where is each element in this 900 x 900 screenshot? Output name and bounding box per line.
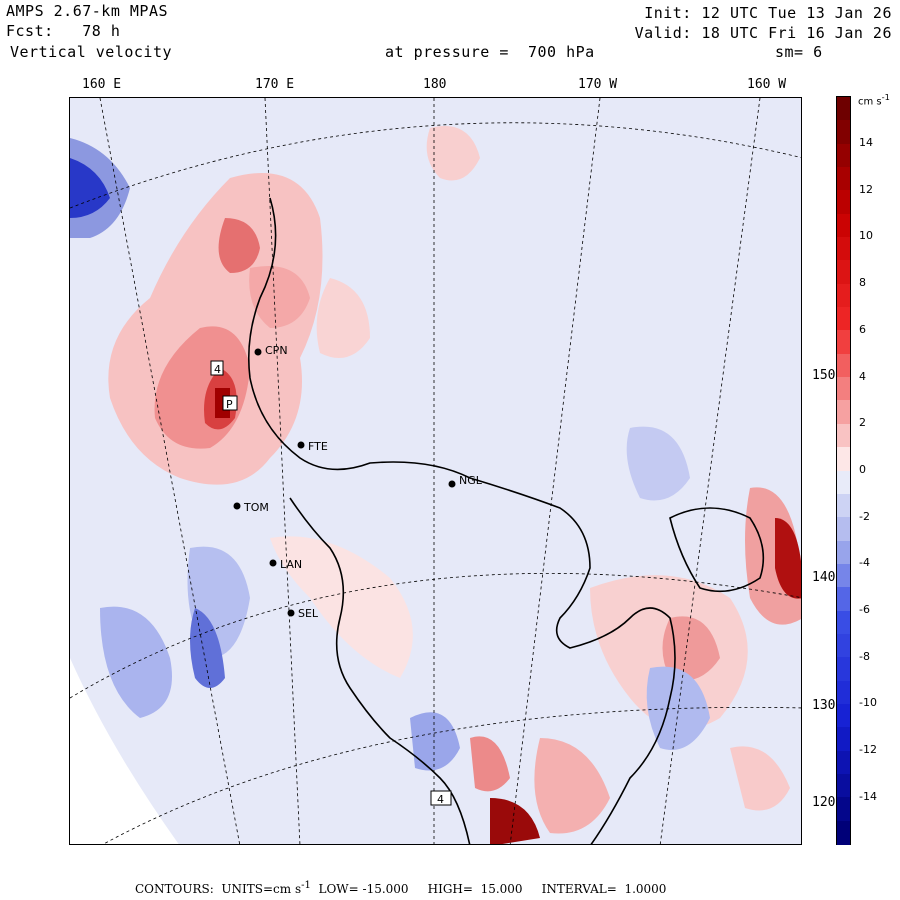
box-marker-1-label: 4: [214, 363, 221, 376]
graticule: [70, 98, 801, 844]
map-canvas: CPN FTE NGL TOM LAN SEL 4 P: [70, 98, 801, 844]
box-marker-3: 4: [430, 790, 452, 806]
contour-high: HIGH= 15.000: [427, 882, 523, 896]
contour-interval: INTERVAL= 1.0000: [541, 882, 667, 896]
colorbar-tick-label: 4: [859, 369, 866, 383]
station-ngl: NGL: [448, 474, 483, 488]
contour-unit-exp: -1: [301, 880, 311, 891]
colorbar-segment: [837, 190, 850, 215]
colorbar-segment: [837, 587, 850, 612]
colorbar-tick-label: 14: [859, 136, 873, 149]
station-tom-label: TOM: [243, 501, 269, 514]
colorbar-unit: cm s-1: [858, 92, 890, 108]
colorbar-tick-label: 2: [859, 416, 866, 430]
colorbar-segment: [837, 820, 850, 845]
colorbar-segment: [837, 143, 850, 168]
lon-label-160e: 160 E: [82, 77, 122, 92]
station-fte-label: FTE: [308, 440, 328, 453]
station-sel-label: SEL: [298, 607, 319, 620]
colorbar-tick-label: 8: [859, 276, 866, 290]
lon-label-180: 180: [423, 77, 447, 92]
colorbar-segment: [837, 773, 850, 798]
colorbar-segment: [837, 97, 850, 121]
pressure-level: at pressure = 700 hPa: [385, 43, 595, 61]
colorbar-tick-label: -4: [859, 556, 870, 570]
colorbar-tick-label: 0: [859, 462, 866, 476]
colorbar-segment: [837, 633, 850, 658]
station-lan: LAN: [269, 558, 302, 571]
colorbar-segment: [837, 470, 850, 495]
forecast-hour: Fcst: 78 h: [6, 22, 121, 40]
colorbar-segment: [837, 517, 850, 542]
colorbar-segment: [837, 563, 850, 588]
colorbar-segment: [837, 400, 850, 425]
colorbar: [836, 96, 851, 845]
colorbar-segment: [837, 750, 850, 775]
box-marker-2: P: [222, 395, 238, 411]
colorbar-segment: [837, 727, 850, 752]
colorbar-segment: [837, 680, 850, 705]
colorbar-tick-label: -14: [859, 789, 877, 803]
station-cpn: CPN: [254, 344, 288, 357]
box-marker-3-label: 4: [437, 793, 444, 806]
colorbar-segment: [837, 377, 850, 402]
colorbar-tick-label: -10: [859, 696, 877, 710]
colorbar-segment: [837, 703, 850, 728]
colorbar-segment: [837, 657, 850, 682]
lon-label-160w: 160 W: [747, 77, 787, 92]
colorbar-tick-label: -2: [859, 509, 870, 523]
init-time: Init: 12 UTC Tue 13 Jan 26: [644, 4, 892, 22]
contour-low: LOW= -15.000: [318, 882, 409, 896]
contour-info: CONTOURS: UNITS=cm s-1 LOW= -15.000 HIGH…: [135, 880, 666, 896]
smoothing-value: sm= 6: [775, 43, 823, 61]
no-data-region: [70, 658, 179, 844]
colorbar-tick-label: 6: [859, 322, 866, 336]
colorbar-segment: [837, 610, 850, 635]
colorbar-segment: [837, 120, 850, 145]
colorbar-segment: [837, 237, 850, 261]
colorbar-segment: [837, 260, 850, 285]
station-ngl-label: NGL: [459, 474, 483, 487]
colorbar-tick-label: -8: [859, 649, 870, 663]
field-name: Vertical velocity: [10, 43, 173, 61]
colorbar-segment: [837, 283, 850, 308]
colorbar-segment: [837, 493, 850, 518]
box-marker-1: 4: [210, 360, 224, 376]
station-fte: FTE: [297, 440, 328, 453]
colorbar-tick-label: 12: [859, 182, 873, 196]
colorbar-segment: [837, 447, 850, 472]
lon-label-170e: 170 E: [255, 77, 295, 92]
station-tom: TOM: [233, 501, 269, 514]
colorbar-segment: [837, 353, 850, 378]
colorbar-segment: [837, 540, 850, 565]
colorbar-segment: [837, 330, 850, 355]
station-sel: SEL: [287, 607, 319, 620]
colorbar-tick-label: -12: [859, 743, 877, 757]
station-cpn-label: CPN: [265, 344, 288, 357]
valid-time: Valid: 18 UTC Fri 16 Jan 26: [634, 24, 892, 42]
contour-units: CONTOURS: UNITS=cm s: [135, 882, 302, 896]
colorbar-segment: [837, 797, 850, 822]
negative-regions: [70, 138, 710, 771]
lon-label-170w: 170 W: [578, 77, 618, 92]
model-title: AMPS 2.67-km MPAS: [6, 2, 169, 20]
colorbar-tick-label: 10: [859, 229, 873, 243]
colorbar-tick-label: -6: [859, 603, 870, 616]
colorbar-segment: [837, 213, 850, 238]
station-lan-label: LAN: [280, 558, 302, 571]
colorbar-segment: [837, 423, 850, 448]
coastline: [247, 197, 765, 844]
box-marker-2-label: P: [226, 398, 233, 411]
vertical-velocity-map: CPN FTE NGL TOM LAN SEL 4 P: [69, 97, 802, 845]
colorbar-segment: [837, 307, 850, 332]
colorbar-segment: [837, 167, 850, 191]
